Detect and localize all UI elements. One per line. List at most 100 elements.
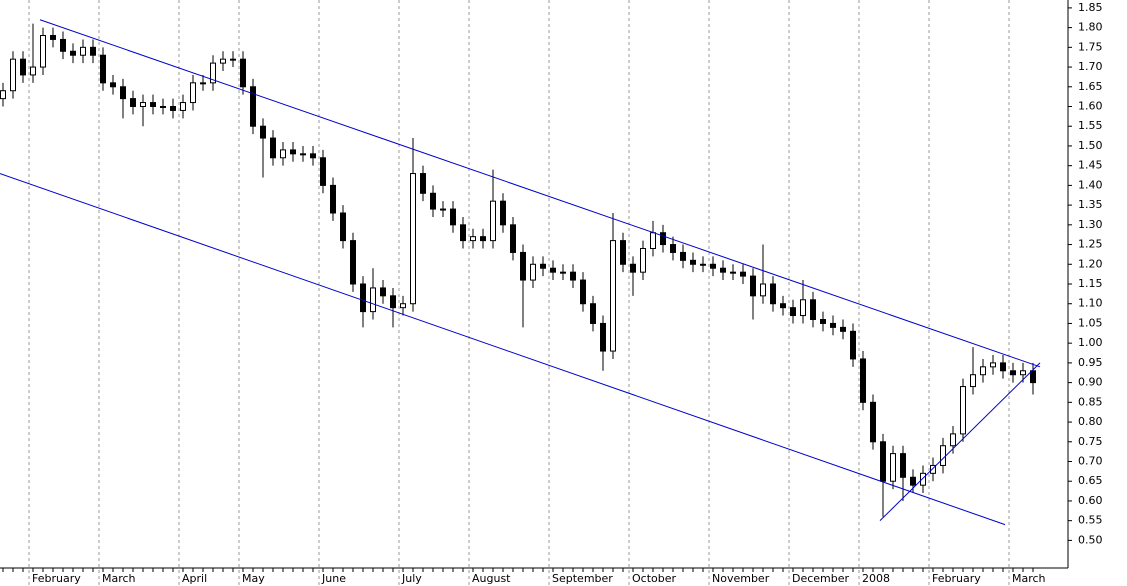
candle-body bbox=[170, 106, 176, 111]
candle-body bbox=[610, 240, 616, 352]
candle-body bbox=[490, 200, 496, 242]
y-tick-label: 1.20 bbox=[1078, 257, 1103, 270]
candle-body bbox=[450, 208, 456, 226]
x-tick-label: 2008 bbox=[862, 572, 890, 585]
candle-body bbox=[140, 102, 146, 108]
candle-body bbox=[410, 173, 416, 305]
candle-body bbox=[430, 192, 436, 210]
candle-body bbox=[810, 299, 816, 320]
candle-body bbox=[680, 251, 686, 261]
y-tick-label: 1.85 bbox=[1078, 1, 1103, 14]
candle-body bbox=[920, 472, 926, 486]
candle-body bbox=[960, 386, 966, 435]
candle-body bbox=[160, 106, 166, 108]
candle-body bbox=[50, 35, 56, 40]
candle-body bbox=[1010, 370, 1016, 376]
candle-body bbox=[30, 66, 36, 76]
candle-body bbox=[950, 433, 956, 447]
candle-body bbox=[630, 263, 636, 273]
y-tick-label: 1.50 bbox=[1078, 139, 1103, 152]
y-tick-label: 1.70 bbox=[1078, 60, 1103, 73]
candle-body bbox=[550, 267, 556, 273]
candle-body bbox=[360, 283, 366, 313]
y-tick-label: 0.65 bbox=[1078, 474, 1103, 487]
candle-body bbox=[480, 236, 486, 242]
candle-body bbox=[530, 263, 536, 281]
trendline bbox=[879, 362, 1041, 522]
candle-body bbox=[880, 441, 886, 482]
candle-body bbox=[980, 366, 986, 376]
candle-body bbox=[390, 295, 396, 309]
y-tick-label: 1.30 bbox=[1078, 218, 1103, 231]
candle-body bbox=[930, 464, 936, 474]
y-tick-label: 1.60 bbox=[1078, 100, 1103, 113]
candle-body bbox=[280, 149, 286, 159]
candle-body bbox=[650, 232, 656, 250]
x-tick-label: August bbox=[472, 572, 511, 585]
candle-body bbox=[590, 303, 596, 324]
candle-body bbox=[760, 283, 766, 297]
candle-body bbox=[1000, 362, 1006, 372]
trendline bbox=[39, 19, 1041, 368]
candle-body bbox=[180, 102, 186, 111]
candle-body bbox=[560, 271, 566, 274]
candle-body bbox=[620, 240, 626, 265]
x-tick-label: March bbox=[102, 572, 136, 585]
candle-body bbox=[540, 263, 546, 269]
candle-body bbox=[90, 46, 96, 56]
x-tick-label: February bbox=[32, 572, 81, 585]
y-tick-label: 1.40 bbox=[1078, 178, 1103, 191]
candle-body bbox=[840, 326, 846, 332]
candle-body bbox=[370, 287, 376, 313]
candle-body bbox=[470, 236, 476, 242]
candle-body bbox=[230, 58, 236, 61]
candle-body bbox=[310, 153, 316, 159]
y-tick-label: 1.05 bbox=[1078, 316, 1103, 329]
candle-body bbox=[350, 240, 356, 285]
y-tick-label: 0.80 bbox=[1078, 415, 1103, 428]
candle-body bbox=[60, 38, 66, 52]
y-tick-label: 1.10 bbox=[1078, 297, 1103, 310]
candle-body bbox=[100, 54, 106, 84]
candle-body bbox=[730, 271, 736, 274]
candle-body bbox=[40, 35, 46, 68]
candle-body bbox=[790, 307, 796, 317]
candle-body bbox=[640, 248, 646, 273]
candle-body bbox=[10, 58, 16, 92]
candle-body bbox=[80, 46, 86, 56]
candle-body bbox=[330, 184, 336, 214]
candle-body bbox=[70, 50, 76, 56]
candle-body bbox=[300, 153, 306, 156]
candle-body bbox=[250, 86, 256, 127]
y-tick-label: 0.90 bbox=[1078, 376, 1103, 389]
candle-body bbox=[340, 212, 346, 242]
candle-body bbox=[900, 453, 906, 478]
x-tick-label: December bbox=[792, 572, 850, 585]
candle-body bbox=[290, 149, 296, 155]
x-tick-label: March bbox=[1012, 572, 1046, 585]
candle-body bbox=[500, 200, 506, 226]
candle-body bbox=[0, 90, 6, 100]
x-tick-label: October bbox=[632, 572, 676, 585]
candle-body bbox=[910, 476, 916, 486]
candle-body bbox=[740, 271, 746, 277]
y-tick-label: 0.55 bbox=[1078, 514, 1103, 527]
y-tick-label: 1.45 bbox=[1078, 159, 1103, 172]
candle-body bbox=[460, 224, 466, 242]
x-tick-label: July bbox=[401, 572, 422, 585]
candle-body bbox=[1030, 370, 1036, 384]
candle-body bbox=[440, 208, 446, 211]
candle-body bbox=[380, 287, 386, 297]
candle-body bbox=[660, 232, 666, 246]
candle-body bbox=[970, 374, 976, 388]
y-tick-label: 1.25 bbox=[1078, 238, 1103, 251]
x-tick-label: April bbox=[182, 572, 207, 585]
candle-body bbox=[270, 137, 276, 159]
candle-body bbox=[850, 330, 856, 360]
y-tick-label: 0.85 bbox=[1078, 395, 1103, 408]
y-tick-label: 0.50 bbox=[1078, 533, 1103, 546]
candle-body bbox=[200, 82, 206, 85]
y-tick-label: 0.70 bbox=[1078, 455, 1103, 468]
candle-body bbox=[890, 453, 896, 482]
